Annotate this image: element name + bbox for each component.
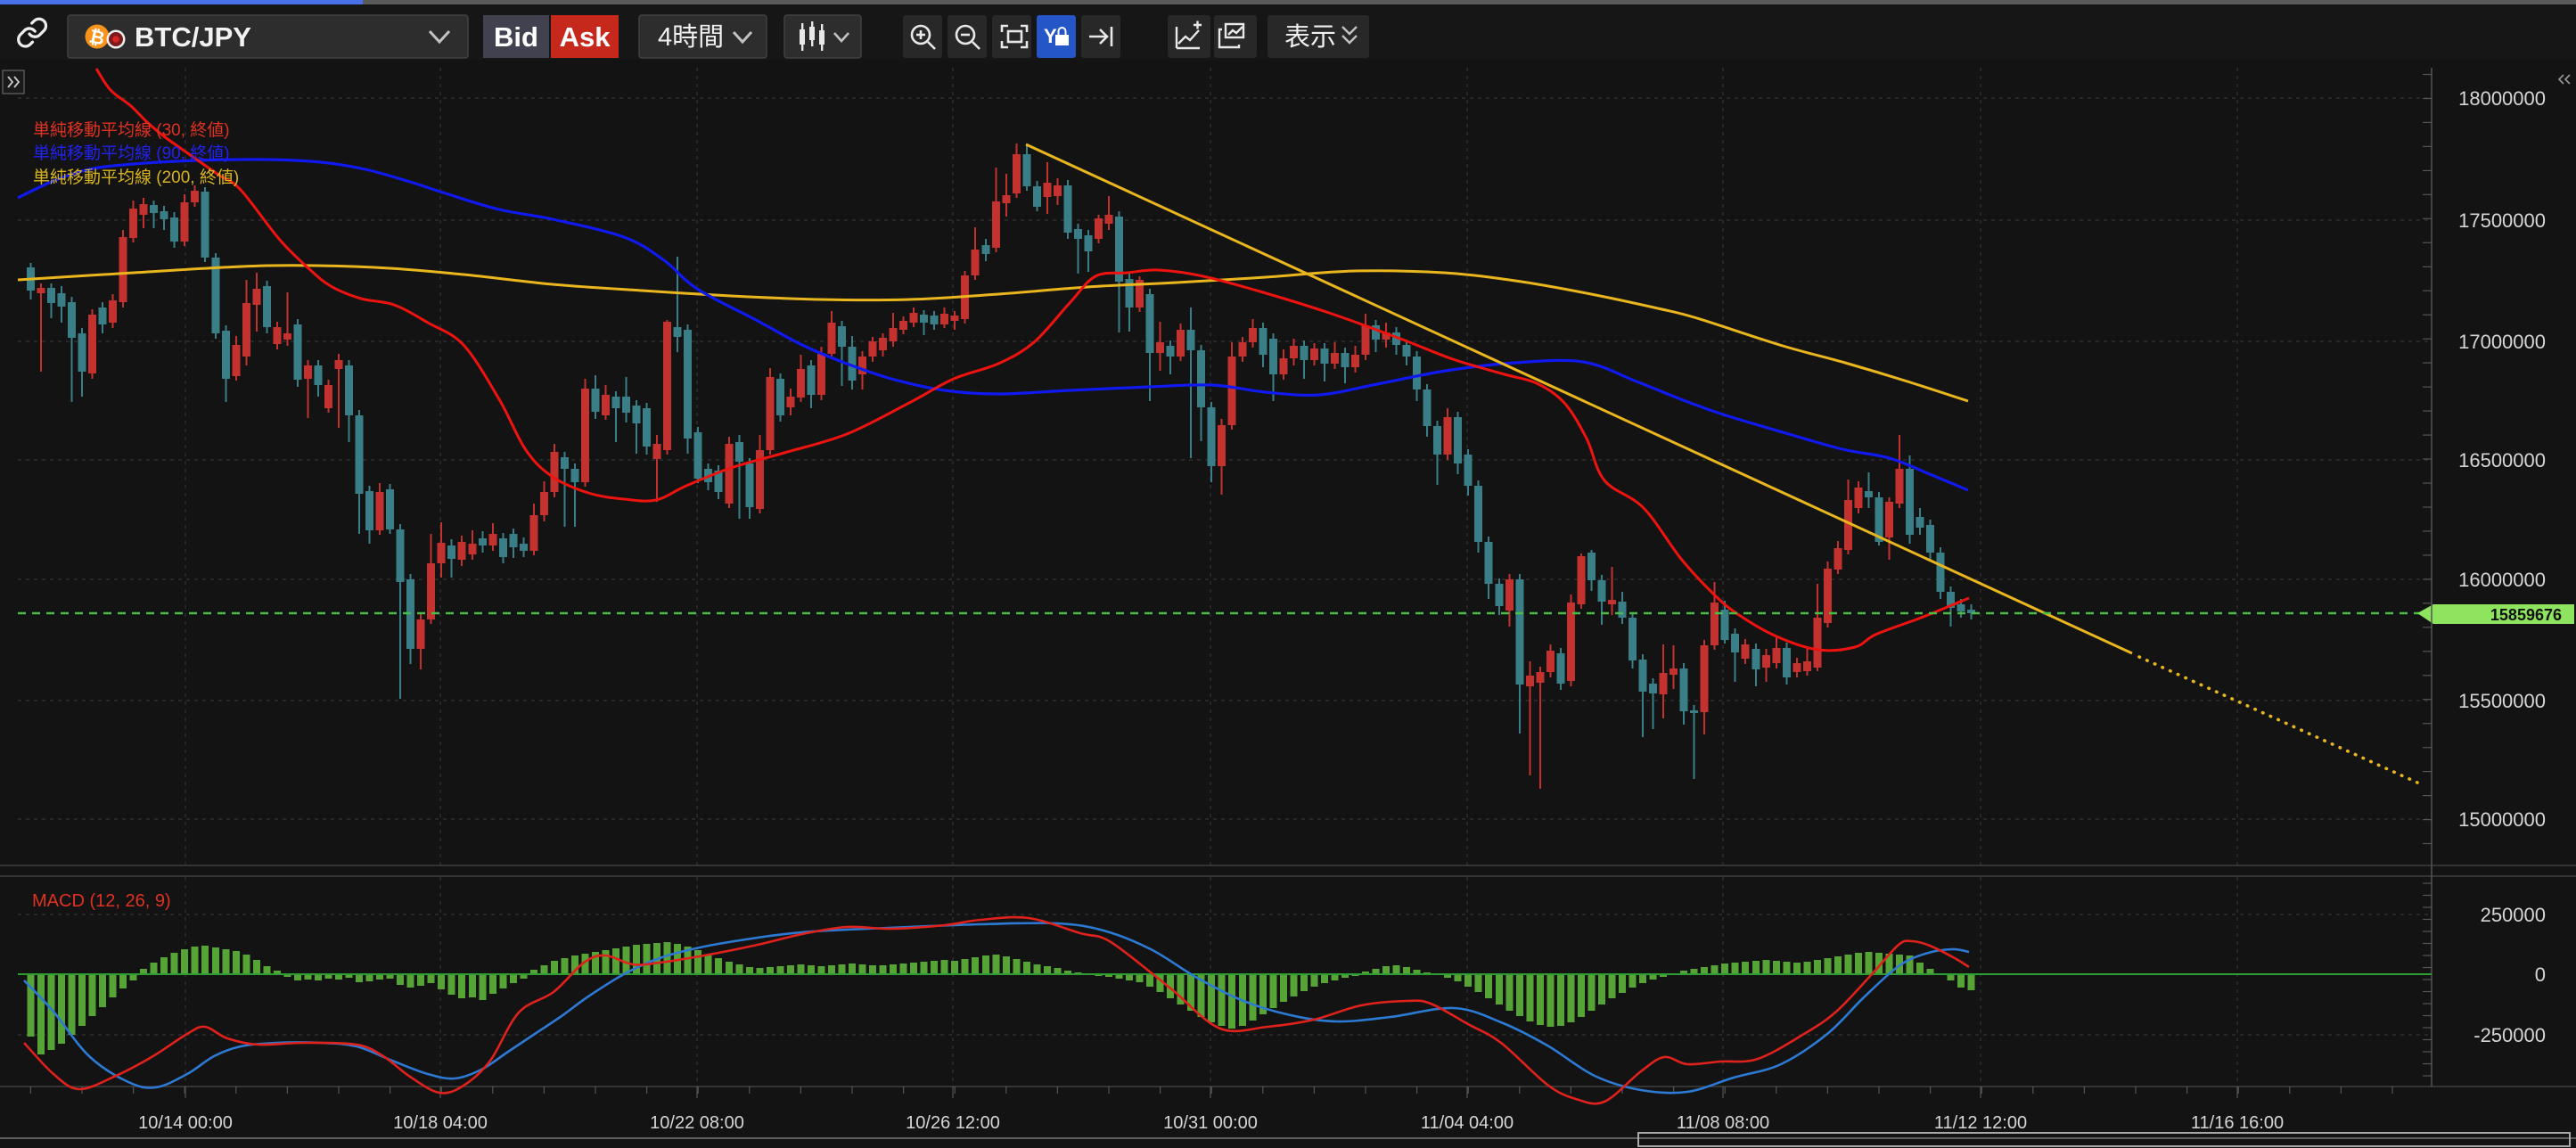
svg-text:18000000: 18000000 bbox=[2458, 87, 2546, 110]
svg-text:17500000: 17500000 bbox=[2458, 209, 2546, 232]
svg-text:16500000: 16500000 bbox=[2458, 449, 2546, 472]
svg-text:₿: ₿ bbox=[87, 26, 107, 49]
svg-text:Ask: Ask bbox=[560, 21, 611, 53]
svg-text:10/22 08:00: 10/22 08:00 bbox=[650, 1113, 744, 1133]
svg-text:15859676: 15859676 bbox=[2490, 606, 2562, 624]
svg-text:Y: Y bbox=[1044, 25, 1057, 47]
svg-text:11/08 08:00: 11/08 08:00 bbox=[1677, 1113, 1769, 1133]
svg-text:単純移動平均線 (30, 終値): 単純移動平均線 (30, 終値) bbox=[33, 120, 230, 140]
svg-text:15000000: 15000000 bbox=[2458, 808, 2546, 831]
svg-text:10/18 04:00: 10/18 04:00 bbox=[393, 1113, 488, 1133]
svg-text:0: 0 bbox=[2535, 964, 2546, 986]
svg-text:10/31 00:00: 10/31 00:00 bbox=[1163, 1113, 1258, 1133]
svg-text:11/16 16:00: 11/16 16:00 bbox=[2191, 1113, 2284, 1133]
svg-text:4時間: 4時間 bbox=[658, 22, 724, 52]
svg-text:単純移動平均線 (200, 終値): 単純移動平均線 (200, 終値) bbox=[33, 168, 239, 187]
svg-text:15500000: 15500000 bbox=[2458, 690, 2546, 712]
svg-text:16000000: 16000000 bbox=[2458, 569, 2546, 591]
svg-text:11/04 04:00: 11/04 04:00 bbox=[1421, 1113, 1514, 1133]
svg-text:17000000: 17000000 bbox=[2458, 331, 2546, 353]
svg-text:-250000: -250000 bbox=[2473, 1024, 2546, 1046]
svg-text:10/14 00:00: 10/14 00:00 bbox=[138, 1113, 233, 1133]
svg-text:250000: 250000 bbox=[2481, 904, 2546, 926]
svg-text:Bid: Bid bbox=[494, 21, 538, 53]
svg-text:BTC/JPY: BTC/JPY bbox=[135, 21, 251, 53]
svg-text:10/26 12:00: 10/26 12:00 bbox=[906, 1113, 1000, 1133]
svg-text:11/12 12:00: 11/12 12:00 bbox=[1934, 1113, 2027, 1133]
svg-text:MACD (12, 26, 9): MACD (12, 26, 9) bbox=[32, 891, 171, 911]
svg-text:単純移動平均線 (90, 終値): 単純移動平均線 (90, 終値) bbox=[33, 144, 230, 163]
svg-text:表示: 表示 bbox=[1284, 22, 1336, 52]
